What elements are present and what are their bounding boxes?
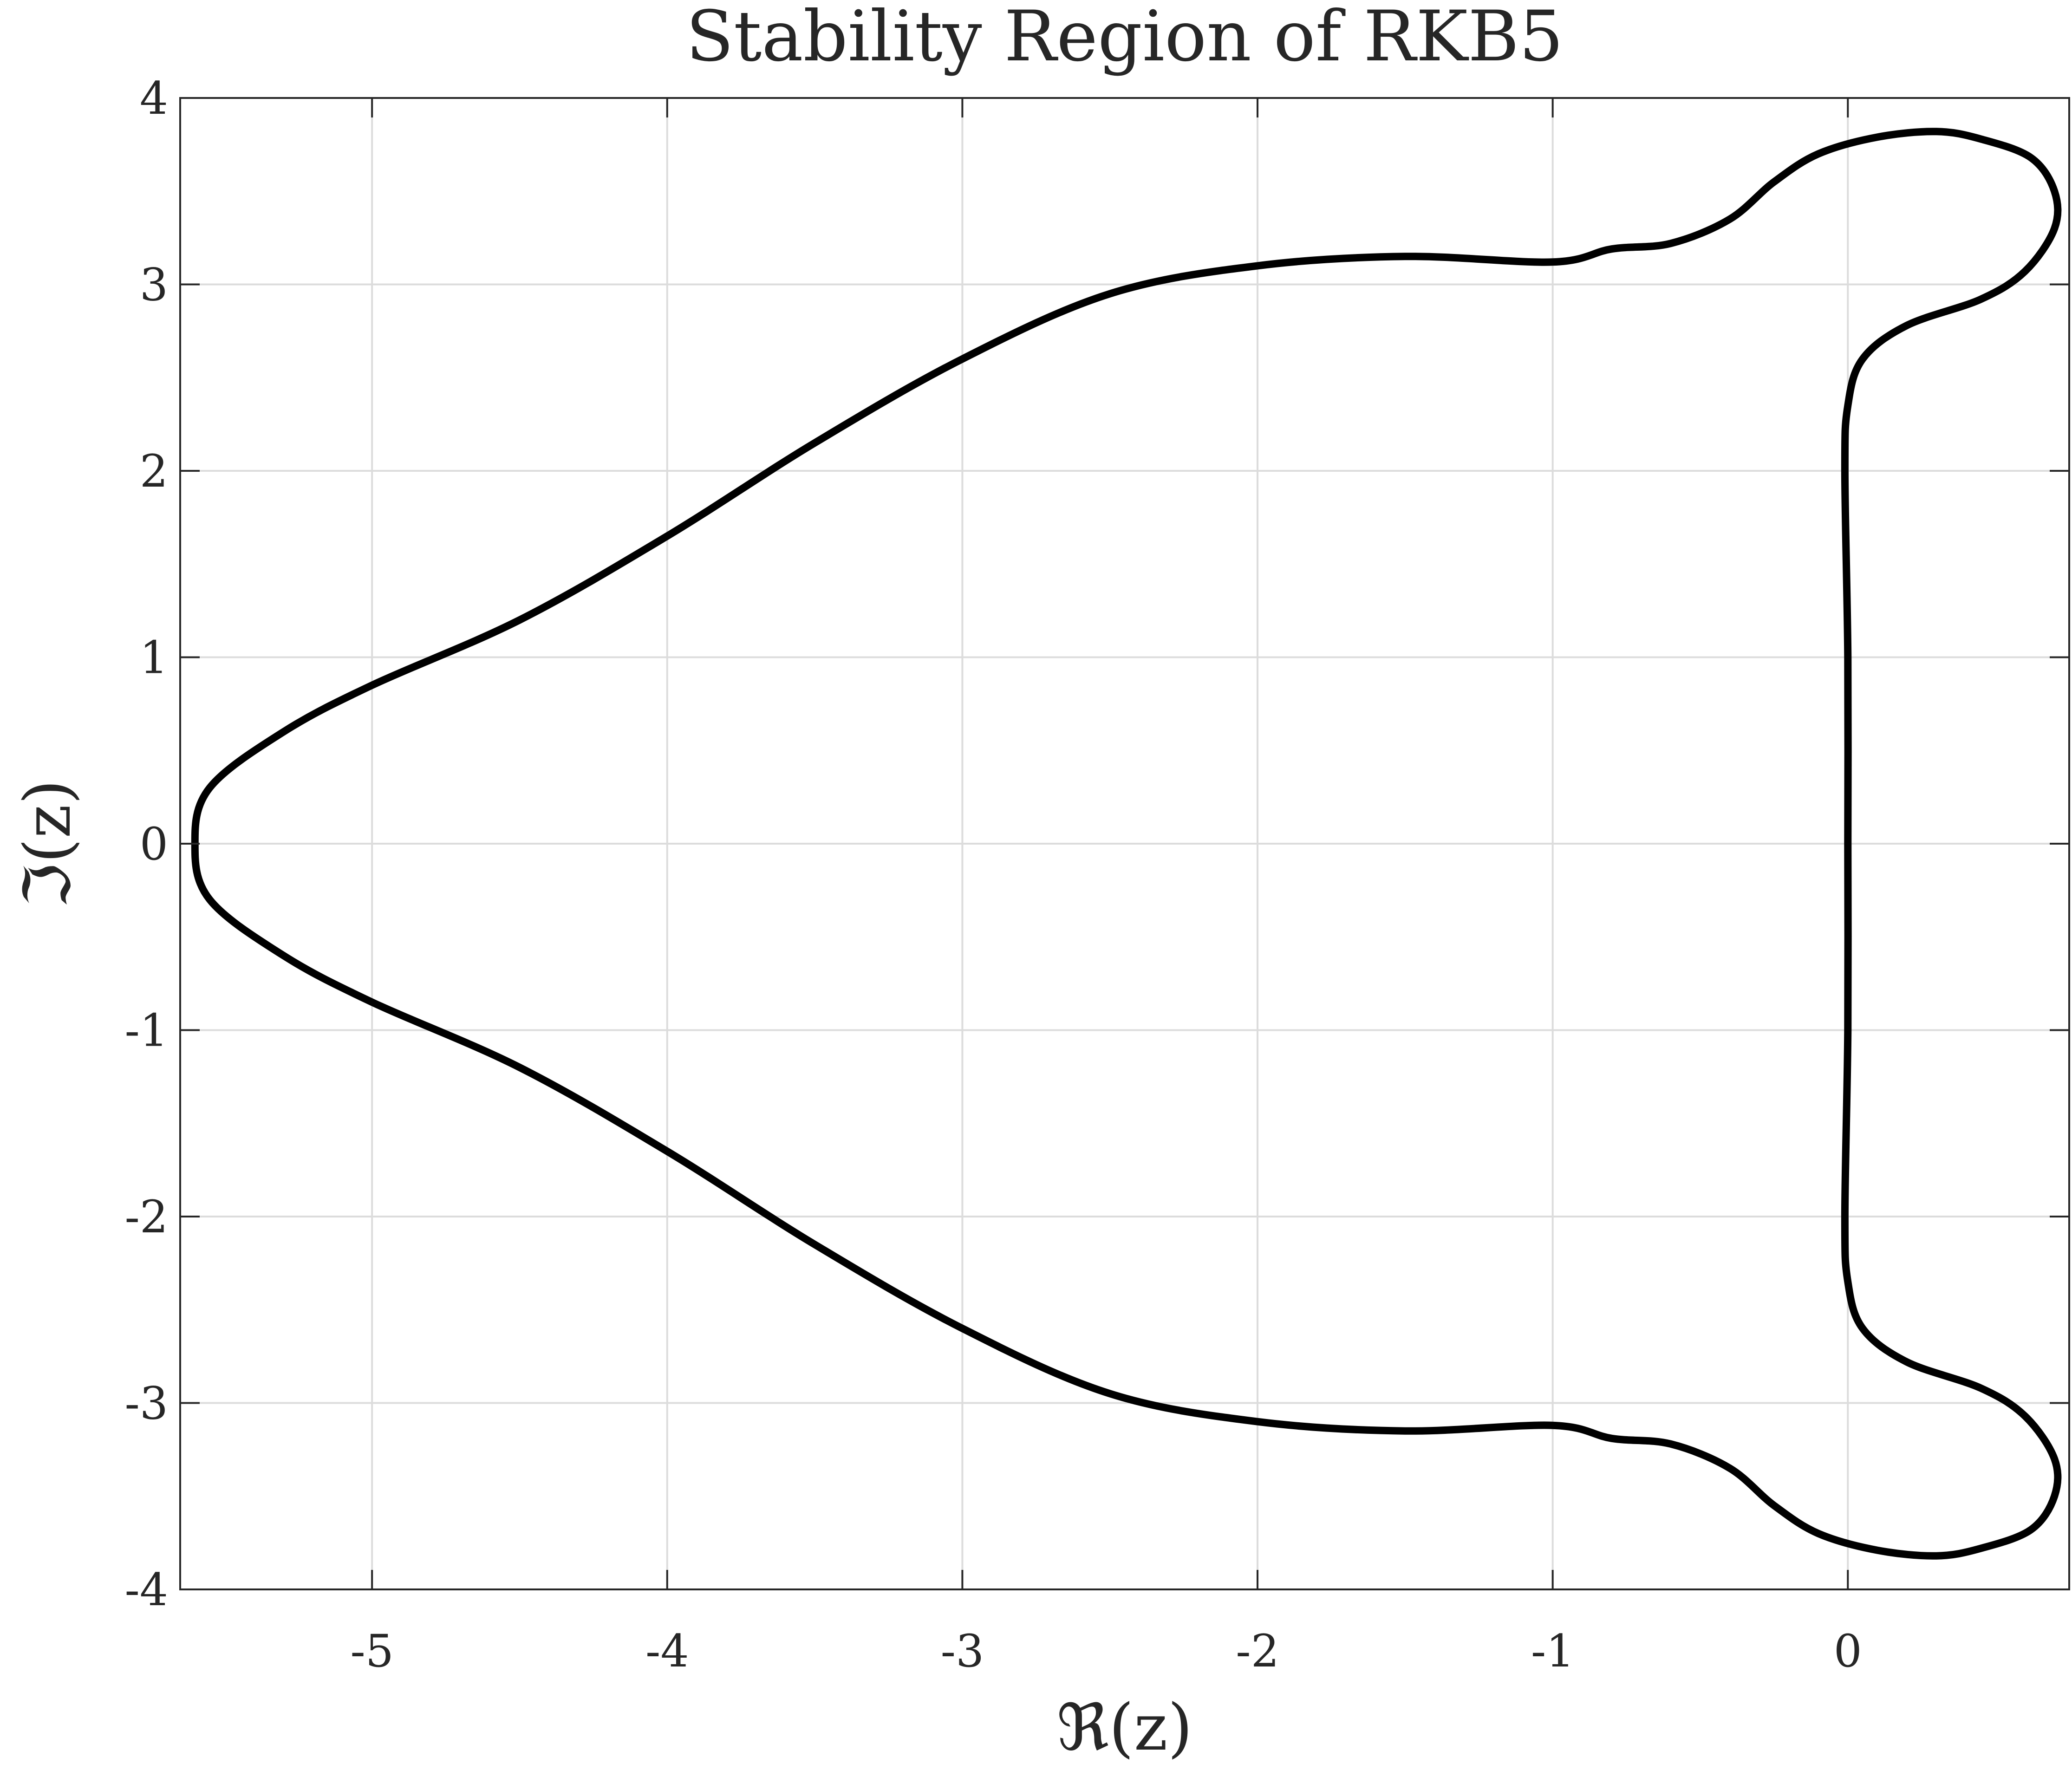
x-tick-label: -2 <box>1236 1625 1279 1677</box>
y-tick-label: -3 <box>124 1378 168 1430</box>
grid-lines <box>180 97 2069 1590</box>
x-tick-label: -1 <box>1531 1625 1575 1677</box>
y-tick-label: 0 <box>140 818 168 870</box>
x-axis-label: ℜ(z) <box>1057 1690 1193 1765</box>
y-tick-labels: -4 -3 -2 -1 0 1 2 3 4 <box>124 72 168 1616</box>
x-tick-labels: -5 -4 -3 -2 -1 0 <box>350 1625 1862 1677</box>
x-tick-label: -4 <box>645 1625 689 1677</box>
x-tick-label: -5 <box>350 1625 394 1677</box>
y-tick-label: -1 <box>124 1005 168 1057</box>
y-tick-label: -2 <box>124 1191 168 1243</box>
y-tick-label: 2 <box>140 445 168 497</box>
chart-title: Stability Region of RKB5 <box>686 0 1564 77</box>
x-tick-label: 0 <box>1834 1625 1862 1677</box>
y-tick-label: 4 <box>140 72 168 124</box>
y-tick-label: 3 <box>140 259 168 311</box>
x-tick-label: -3 <box>941 1625 984 1677</box>
tick-marks <box>180 97 2069 1590</box>
y-tick-label: -4 <box>124 1564 168 1616</box>
y-axis-label: ℑ(z) <box>10 780 85 908</box>
y-tick-label: 1 <box>140 632 168 684</box>
